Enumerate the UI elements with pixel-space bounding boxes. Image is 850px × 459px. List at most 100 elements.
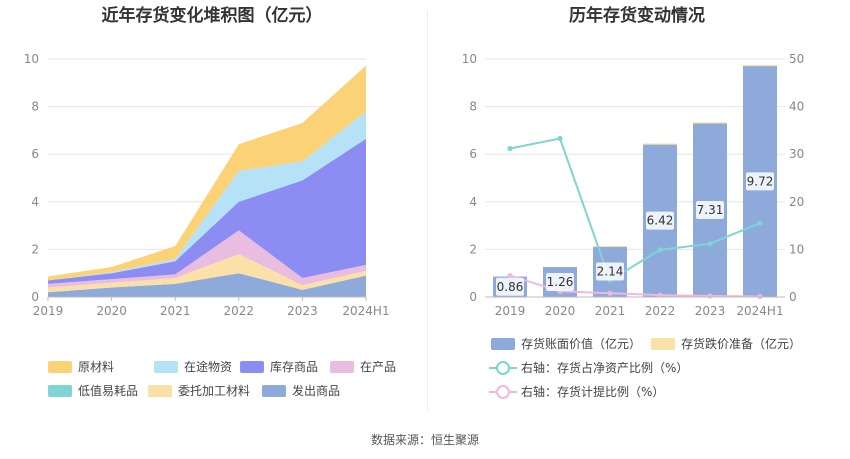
- legend-label: 右轴：存货占净资产比例（%）: [521, 360, 688, 375]
- data-label-bg: [696, 201, 724, 220]
- y-tick-label: 10: [24, 52, 39, 66]
- bar-impairment: [743, 64, 777, 67]
- y-tick-label: 4: [31, 195, 39, 209]
- legend-label: 低值易耗品: [78, 383, 138, 398]
- data-label-bg: [646, 211, 674, 230]
- line-point: [657, 292, 663, 298]
- legend-swatch: [262, 385, 286, 397]
- data-label-text: 9.72: [747, 174, 774, 188]
- data-label-text: 6.42: [647, 214, 674, 228]
- data-label: 9.72: [746, 172, 774, 191]
- legend-label: 在产品: [360, 360, 396, 374]
- data-label: 1.26: [546, 273, 574, 292]
- x-tick-label: 2021: [160, 304, 191, 318]
- y-tick-label: 0: [31, 290, 39, 304]
- data-label: 7.31: [696, 201, 724, 220]
- x-tick-label: 2023: [695, 304, 726, 318]
- data-label-bg: [596, 262, 624, 281]
- inventory-bar-line-chart: 历年存货变动情况 0 2 4 6 8 10 0 10 20 30 40 50 0.86 1.26 2.14 6.…: [462, 5, 804, 399]
- bar-impairment: [643, 143, 677, 145]
- data-label-text: 0.86: [497, 280, 524, 294]
- legend-swatch: [48, 385, 72, 397]
- x-tick-label: 2021: [595, 304, 626, 318]
- y2-tick-label: 0: [789, 290, 797, 304]
- x-tick-label: 2023: [287, 304, 318, 318]
- area-series-库存商品: [48, 138, 366, 284]
- x-tick-label: 2022: [645, 304, 676, 318]
- y-tick-label: 6: [31, 147, 39, 161]
- x-tick-label: 2024H1: [342, 304, 389, 318]
- line-series: [509, 137, 761, 282]
- legend-label: 库存商品: [270, 359, 318, 374]
- area-series-发出商品: [48, 273, 366, 297]
- y2-tick-label: 40: [789, 100, 804, 114]
- y-tick-label: 2: [469, 242, 477, 256]
- x-tick-label: 2019: [495, 304, 526, 318]
- x-tick-label: 2024H1: [736, 304, 783, 318]
- y2-tick-label: 30: [789, 147, 804, 161]
- legend-item: 在产品: [330, 360, 396, 374]
- legend-swatch: [148, 385, 172, 397]
- line-point: [507, 272, 513, 279]
- y-tick-label: 0: [469, 290, 477, 304]
- data-label: 6.42: [646, 211, 674, 230]
- legend-item: 低值易耗品: [48, 383, 138, 398]
- legend-item: 在途物资: [154, 359, 232, 374]
- line-point: [657, 247, 663, 253]
- legend-item: 存货账面价值（亿元）: [491, 336, 641, 351]
- legend-item: 发出商品: [262, 383, 340, 398]
- legend-label: 存货账面价值（亿元）: [521, 336, 641, 351]
- area-series-在产品: [48, 230, 366, 288]
- data-label-text: 7.31: [697, 203, 724, 217]
- line-point: [757, 220, 763, 226]
- stacked-area-chart: 近年存货变化堆积图（亿元） 0 2 4 6 8 10 2019 2020 2021 2022 2023…: [24, 5, 396, 398]
- legend-swatch: [651, 338, 675, 350]
- y-tick-label: 8: [469, 100, 477, 114]
- legend-item: 存货跌价准备（亿元）: [651, 336, 801, 351]
- y2-tick-label: 20: [789, 195, 804, 209]
- line-point: [507, 145, 513, 152]
- legend-swatch: [491, 338, 515, 350]
- legend-label: 右轴：存货计提比例（%）: [521, 384, 664, 399]
- x-tick-label: 2019: [33, 304, 64, 318]
- legend-label: 原材料: [78, 360, 114, 374]
- legend-item: 右轴：存货计提比例（%）: [489, 384, 664, 399]
- legend-label: 发出商品: [292, 383, 340, 398]
- data-label-bg: [496, 277, 524, 296]
- legend-swatch: [154, 361, 178, 373]
- legend-item: 委托加工材料: [148, 384, 250, 398]
- legend-swatch-marker: [496, 385, 510, 399]
- x-tick-label: 2022: [224, 304, 255, 318]
- legend-swatch: [330, 361, 354, 373]
- x-tick-label: 2020: [96, 304, 127, 318]
- legend-item: 右轴：存货占净资产比例（%）: [489, 360, 688, 375]
- y-tick-label: 6: [469, 147, 477, 161]
- legend-item: 原材料: [48, 360, 114, 374]
- line-point: [707, 293, 713, 299]
- legend-swatch: [48, 361, 72, 373]
- area-series-委托加工材料: [48, 254, 366, 293]
- line-point: [707, 241, 713, 247]
- panel-divider: [427, 10, 428, 410]
- y2-tick-label: 10: [789, 242, 804, 256]
- data-source-note: 数据来源：恒生聚源: [370, 433, 479, 447]
- data-label-bg: [546, 273, 574, 292]
- legend-label: 存货跌价准备（亿元）: [681, 336, 801, 351]
- y-tick-label: 2: [31, 242, 39, 256]
- line-point: [557, 135, 563, 142]
- legend-item: 库存商品: [240, 359, 318, 374]
- legend-swatch: [240, 361, 264, 373]
- data-label: 0.86: [496, 277, 524, 296]
- legend-label: 在途物资: [184, 359, 232, 374]
- data-label: 2.14: [596, 262, 624, 281]
- bar-impairment: [593, 245, 627, 248]
- chart-title: 历年存货变动情况: [569, 5, 705, 26]
- legend-label: 委托加工材料: [178, 384, 250, 398]
- line-point: [607, 290, 613, 296]
- y2-tick-label: 50: [789, 52, 804, 66]
- data-label-text: 1.26: [547, 275, 574, 289]
- chart-title: 近年存货变化堆积图（亿元）: [102, 5, 323, 26]
- legend-swatch-marker: [496, 361, 510, 375]
- data-label-text: 2.14: [597, 265, 624, 279]
